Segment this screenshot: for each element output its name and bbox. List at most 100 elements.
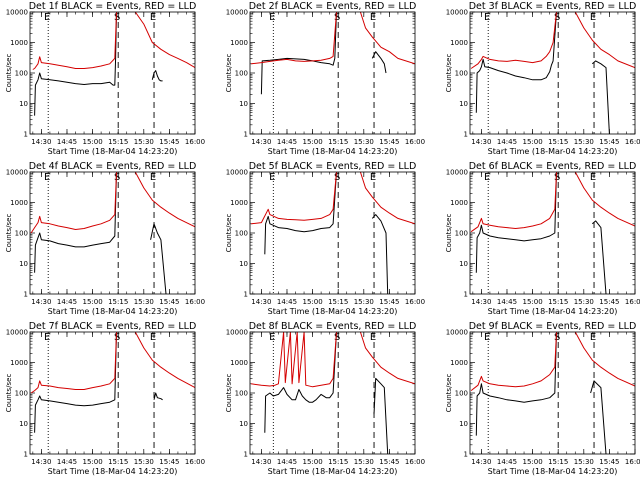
y-tick-label: 10 (459, 420, 468, 428)
event-marker-label: E (269, 12, 275, 23)
x-tick-label: 14:45 (277, 458, 297, 466)
y-tick-label: 10 (239, 100, 248, 108)
x-tick-label: 15:15 (328, 458, 348, 466)
y-tick-label: 1000 (10, 359, 28, 367)
y-tick-label: 1 (464, 451, 468, 459)
lld-series-line (470, 332, 557, 391)
lld-series-line (134, 172, 195, 228)
y-axis-label: Counts/sec (225, 54, 233, 93)
plot-frame (29, 331, 196, 455)
x-axis-label: Start Time (18-Mar-04 14:23:20) (488, 307, 618, 316)
y-tick-label: 100 (15, 230, 28, 238)
x-tick-label: 15:30 (574, 298, 594, 306)
y-axis-label: Counts/sec (445, 54, 453, 93)
y-axis-label: Counts/sec (5, 214, 13, 253)
x-tick-label: 15:30 (574, 138, 594, 146)
y-tick-label: 100 (455, 390, 468, 398)
x-tick-label: 14:45 (57, 138, 77, 146)
event-marker-label: E (370, 12, 376, 23)
y-tick-label: 1000 (230, 359, 248, 367)
lld-series-line (359, 172, 415, 225)
x-tick-label: 14:45 (57, 298, 77, 306)
event-marker-label: S (554, 12, 560, 23)
x-tick-label: 15:15 (108, 138, 128, 146)
event-marker-label: E (44, 12, 50, 23)
x-tick-label: 15:30 (134, 458, 154, 466)
x-tick-label: 16:00 (405, 298, 425, 306)
event-marker-label: E (590, 172, 596, 183)
plot-frame (29, 171, 196, 295)
events-series-line (373, 377, 389, 454)
x-tick-label: 15:30 (354, 138, 374, 146)
panel-6: Det 6f BLACK = Events, RED = LLD Counts/s… (445, 161, 640, 316)
y-tick-label: 1 (24, 131, 28, 139)
x-tick-label: 15:30 (354, 458, 374, 466)
plot-frame (469, 171, 636, 295)
x-tick-label: 14:30 (251, 138, 271, 146)
events-series-line (591, 60, 610, 134)
panel-3: Det 3f BLACK = Events, RED = LLD Counts/s… (445, 1, 640, 156)
y-axis-label: Counts/sec (225, 214, 233, 253)
x-tick-label: 15:45 (379, 138, 399, 146)
event-marker-label: E (150, 172, 156, 183)
y-tick-label: 10 (459, 100, 468, 108)
y-tick-label: 1000 (230, 39, 248, 47)
series-group (30, 332, 195, 433)
y-tick-label: 1000 (450, 199, 468, 207)
panel-1: Det 1f BLACK = Events, RED = LLD Counts/s… (5, 1, 205, 156)
x-tick-label: 15:15 (548, 298, 568, 306)
series-group (251, 332, 415, 454)
events-series-line (475, 332, 557, 436)
y-axis-label: Counts/sec (445, 214, 453, 253)
x-tick-label: 15:00 (522, 138, 542, 146)
event-marker-label: E (590, 332, 596, 343)
x-tick-label: 15:00 (82, 298, 102, 306)
y-tick-label: 10000 (446, 329, 468, 337)
x-tick-label: 14:30 (251, 458, 271, 466)
lld-series-line (134, 332, 195, 389)
event-marker-label: S (114, 12, 120, 23)
x-axis-label: Start Time (18-Mar-04 14:23:20) (48, 467, 178, 476)
x-tick-label: 15:00 (302, 298, 322, 306)
plot-frame (29, 11, 196, 135)
y-tick-label: 10 (19, 100, 28, 108)
y-axis-label: Counts/sec (5, 374, 13, 413)
y-tick-label: 1 (244, 291, 248, 299)
x-tick-label: 15:00 (82, 458, 102, 466)
x-tick-label: 15:45 (599, 298, 619, 306)
event-marker-label: E (150, 332, 156, 343)
panel-title: Det 2f BLACK = Events, RED = LLD (249, 1, 417, 12)
plot-frame (249, 11, 416, 135)
x-tick-label: 14:30 (31, 458, 51, 466)
panel-8: Det 8f BLACK = Events, RED = LLD Counts/s… (225, 321, 425, 476)
x-tick-label: 15:30 (134, 298, 154, 306)
events-series-line (590, 380, 607, 454)
event-marker-label: S (554, 172, 560, 183)
events-series-line (371, 51, 387, 74)
x-tick-label: 14:45 (57, 458, 77, 466)
events-series-line (475, 172, 557, 273)
events-series-line (34, 12, 117, 116)
x-tick-label: 16:00 (625, 458, 640, 466)
plot-frame (249, 331, 416, 455)
x-tick-label: 14:45 (497, 458, 517, 466)
series-group (32, 12, 195, 116)
panel-title: Det 9f BLACK = Events, RED = LLD (469, 321, 637, 332)
x-tick-label: 14:45 (277, 138, 297, 146)
x-tick-label: 15:15 (108, 458, 128, 466)
y-tick-label: 1000 (450, 359, 468, 367)
y-tick-label: 10000 (446, 169, 468, 177)
events-series-line (591, 220, 607, 294)
event-marker-label: E (590, 12, 596, 23)
events-series-line (264, 332, 337, 433)
panel-2: Det 2f BLACK = Events, RED = LLD Counts/s… (225, 1, 425, 156)
events-series-line (371, 214, 389, 294)
x-axis-label: Start Time (18-Mar-04 14:23:20) (48, 307, 178, 316)
series-group (30, 172, 195, 294)
x-tick-label: 14:30 (31, 298, 51, 306)
x-tick-label: 15:45 (379, 298, 399, 306)
lld-series-line (30, 172, 117, 234)
events-series-line (475, 12, 557, 113)
x-tick-label: 14:45 (497, 298, 517, 306)
